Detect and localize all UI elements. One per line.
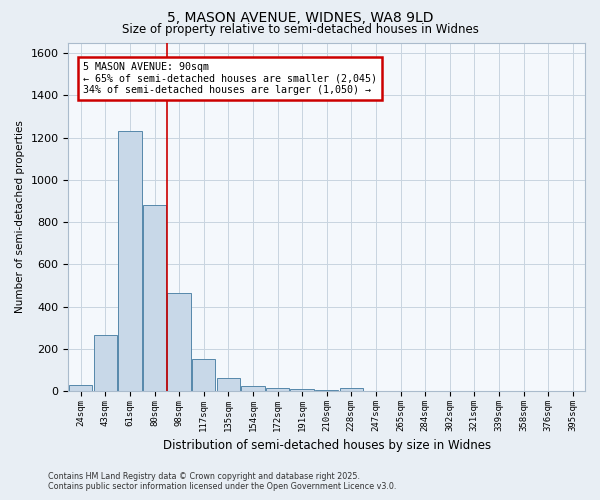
Bar	[217, 378, 240, 392]
Bar	[340, 388, 363, 392]
Bar	[94, 336, 117, 392]
Bar	[167, 293, 191, 392]
Bar	[143, 206, 166, 392]
Y-axis label: Number of semi-detached properties: Number of semi-detached properties	[15, 120, 25, 314]
Text: Size of property relative to semi-detached houses in Widnes: Size of property relative to semi-detach…	[122, 22, 478, 36]
Bar	[266, 388, 289, 392]
X-axis label: Distribution of semi-detached houses by size in Widnes: Distribution of semi-detached houses by …	[163, 440, 491, 452]
Bar	[192, 358, 215, 392]
Bar	[69, 385, 92, 392]
Bar	[118, 132, 142, 392]
Bar	[241, 386, 265, 392]
Bar	[315, 390, 338, 392]
Text: 5, MASON AVENUE, WIDNES, WA8 9LD: 5, MASON AVENUE, WIDNES, WA8 9LD	[167, 11, 433, 25]
Bar	[290, 389, 314, 392]
Text: Contains HM Land Registry data © Crown copyright and database right 2025.
Contai: Contains HM Land Registry data © Crown c…	[48, 472, 397, 491]
Text: 5 MASON AVENUE: 90sqm
← 65% of semi-detached houses are smaller (2,045)
34% of s: 5 MASON AVENUE: 90sqm ← 65% of semi-deta…	[83, 62, 377, 94]
